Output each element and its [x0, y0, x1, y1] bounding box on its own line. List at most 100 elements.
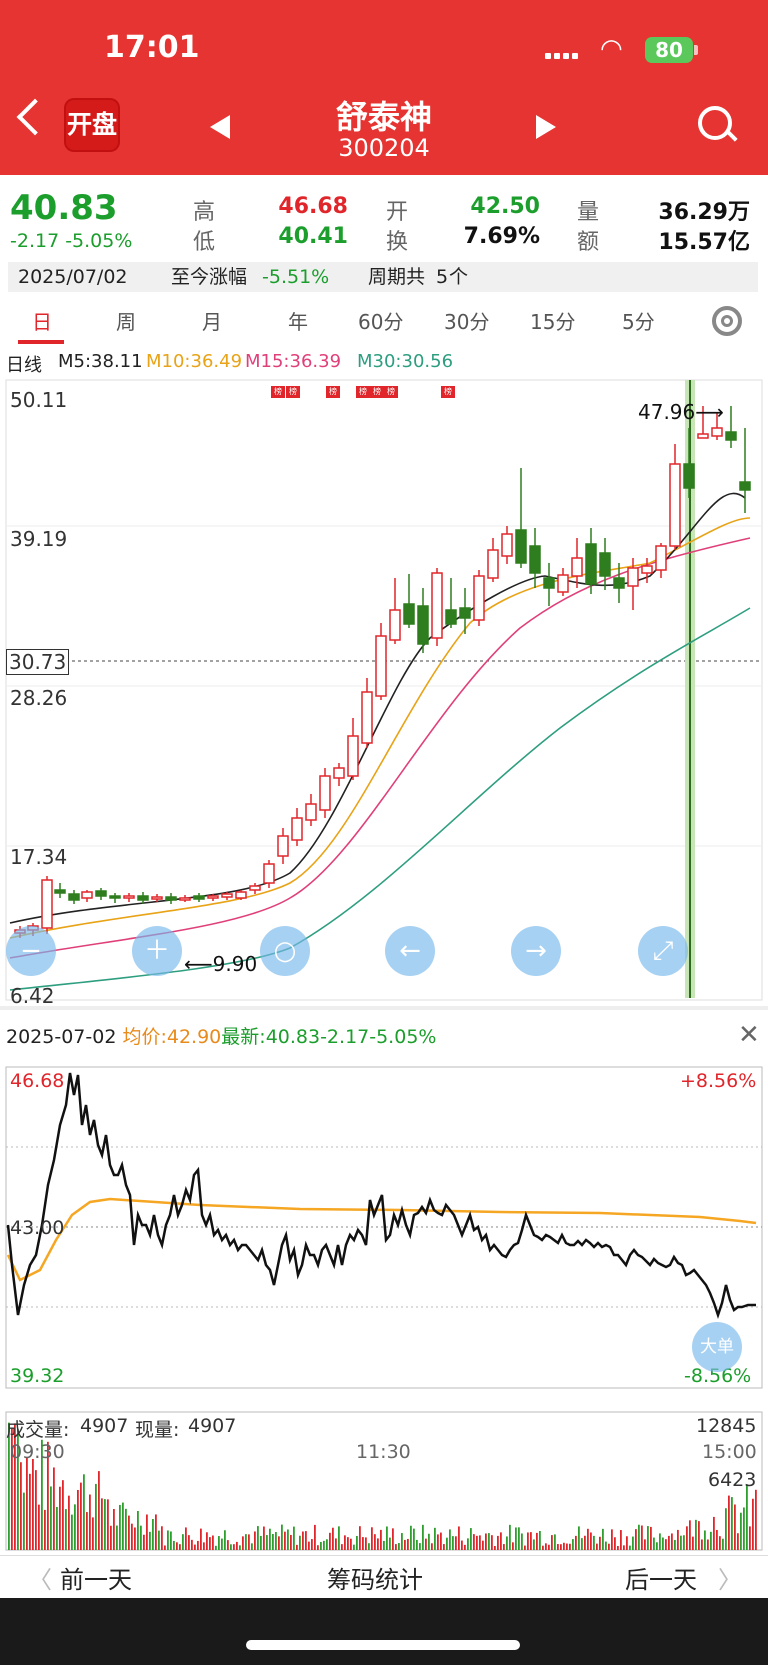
tab-5min[interactable]: 5分 [622, 310, 655, 334]
status-time: 17:01 [104, 30, 200, 65]
home-bar-area [0, 1598, 768, 1665]
tab-week[interactable]: 周 [116, 310, 136, 334]
candle-body [137, 895, 149, 901]
candles [14, 406, 751, 938]
rank-tag[interactable]: 榜 [271, 386, 285, 398]
volume-bar [62, 1480, 64, 1550]
volume-bar [740, 1512, 742, 1550]
fullscreen-icon[interactable]: ⤢ [638, 926, 688, 976]
candle-body [389, 609, 401, 641]
open-market-badge[interactable]: 开盘 [66, 100, 118, 150]
prev-day-button[interactable]: 前一天 [60, 1566, 132, 1594]
volume-bar [515, 1527, 517, 1550]
search-icon[interactable] [698, 106, 732, 140]
intraday-chart[interactable] [0, 1065, 768, 1390]
volume-bar [461, 1540, 463, 1550]
volume-bar [17, 1428, 19, 1550]
tab-year[interactable]: 年 [288, 310, 308, 334]
chevron-left-icon[interactable]: 〈 [28, 1566, 52, 1594]
volume-bar [383, 1540, 385, 1550]
candle-body [599, 552, 611, 577]
volume-bar [536, 1532, 538, 1550]
volume-bar [440, 1532, 442, 1550]
scroll-right-icon[interactable]: → [511, 926, 561, 976]
candle-body [81, 891, 93, 899]
volume-bar [524, 1545, 526, 1550]
volume-bar [599, 1536, 601, 1550]
tab-60min[interactable]: 60分 [358, 310, 404, 334]
prev-stock-icon[interactable] [210, 115, 230, 139]
tab-15min[interactable]: 15分 [530, 310, 576, 334]
volume-bar [185, 1527, 187, 1550]
volume-bar [443, 1544, 445, 1550]
battery-icon: 80 [645, 37, 693, 63]
rank-tag[interactable]: 榜 [441, 386, 455, 398]
intraday-header: 2025-07-02 均价:42.90最新:40.83-2.17-5.05% [6, 1022, 436, 1049]
volume-bar [386, 1526, 388, 1550]
volume-bar [467, 1538, 469, 1550]
volume-bar [8, 1422, 10, 1550]
stock-name: 舒泰神 [335, 98, 432, 136]
candle-body [68, 893, 80, 901]
volume-bar [719, 1536, 721, 1550]
search-icon[interactable]: ○ [260, 926, 310, 976]
last-price: 40.83 [10, 188, 118, 228]
volume-bar [593, 1535, 595, 1550]
volume-bar [629, 1545, 631, 1550]
tab-30min[interactable]: 30分 [444, 310, 490, 334]
volume-bar [542, 1545, 544, 1550]
tab-day[interactable]: 日 [32, 310, 52, 334]
volume-bar [80, 1482, 82, 1550]
volume-bar [722, 1538, 724, 1550]
rank-tag[interactable]: 榜 [384, 386, 398, 398]
high-value: 46.68 [278, 194, 348, 219]
stock-code: 300204 [338, 134, 430, 162]
turnover-value: 7.69% [463, 224, 540, 249]
volume-bar [578, 1526, 580, 1550]
candle-body [613, 577, 625, 589]
close-icon[interactable]: ✕ [738, 1020, 760, 1050]
battery-tip [694, 45, 698, 55]
zoom-out-icon[interactable]: − [6, 926, 56, 976]
candle-body [557, 574, 569, 593]
rank-tag[interactable]: 榜 [356, 386, 370, 398]
candle-body [711, 427, 723, 437]
gear-icon[interactable] [712, 306, 742, 336]
volume-bar [392, 1528, 394, 1550]
rank-tag[interactable]: 榜 [370, 386, 384, 398]
candle-body [725, 431, 737, 441]
volume-chart[interactable] [0, 1410, 768, 1552]
volume-bar [680, 1535, 682, 1550]
volume-bar [368, 1543, 370, 1550]
volume-bar [158, 1530, 160, 1550]
open-value: 42.50 [470, 194, 540, 219]
candle-body [41, 879, 53, 929]
scroll-left-icon[interactable]: ← [385, 926, 435, 976]
candle-body [473, 575, 485, 621]
kline-chart[interactable] [0, 378, 768, 1003]
home-indicator[interactable] [246, 1640, 520, 1650]
big-order-button[interactable]: 大单 [692, 1322, 742, 1372]
candle-body [221, 893, 233, 898]
volume-bar [353, 1544, 355, 1550]
chevron-right-icon[interactable]: 〉 [718, 1566, 742, 1594]
volume-bar [302, 1531, 304, 1550]
back-icon[interactable] [16, 98, 54, 136]
volume-bar [365, 1537, 367, 1550]
volume-bar [470, 1528, 472, 1550]
app-header: 17:01 ◠ 80 开盘 舒泰神 300204 [0, 0, 768, 175]
candle-body [403, 603, 415, 625]
volume-bar [665, 1539, 667, 1550]
next-day-button[interactable]: 后一天 [625, 1566, 697, 1594]
next-stock-icon[interactable] [536, 115, 556, 139]
cellular-signal-icon [545, 44, 581, 63]
chip-stats-button[interactable]: 筹码统计 [327, 1566, 423, 1594]
rank-tag[interactable]: 榜 [326, 386, 340, 398]
tab-month[interactable]: 月 [202, 310, 222, 334]
volume-bar [713, 1516, 715, 1550]
volume-bar [641, 1525, 643, 1550]
volume-bar [674, 1539, 676, 1550]
zoom-in-icon[interactable]: ＋ [132, 926, 182, 976]
rank-tag[interactable]: 榜 [286, 386, 300, 398]
intraday-y-high: 46.68 [10, 1070, 65, 1092]
